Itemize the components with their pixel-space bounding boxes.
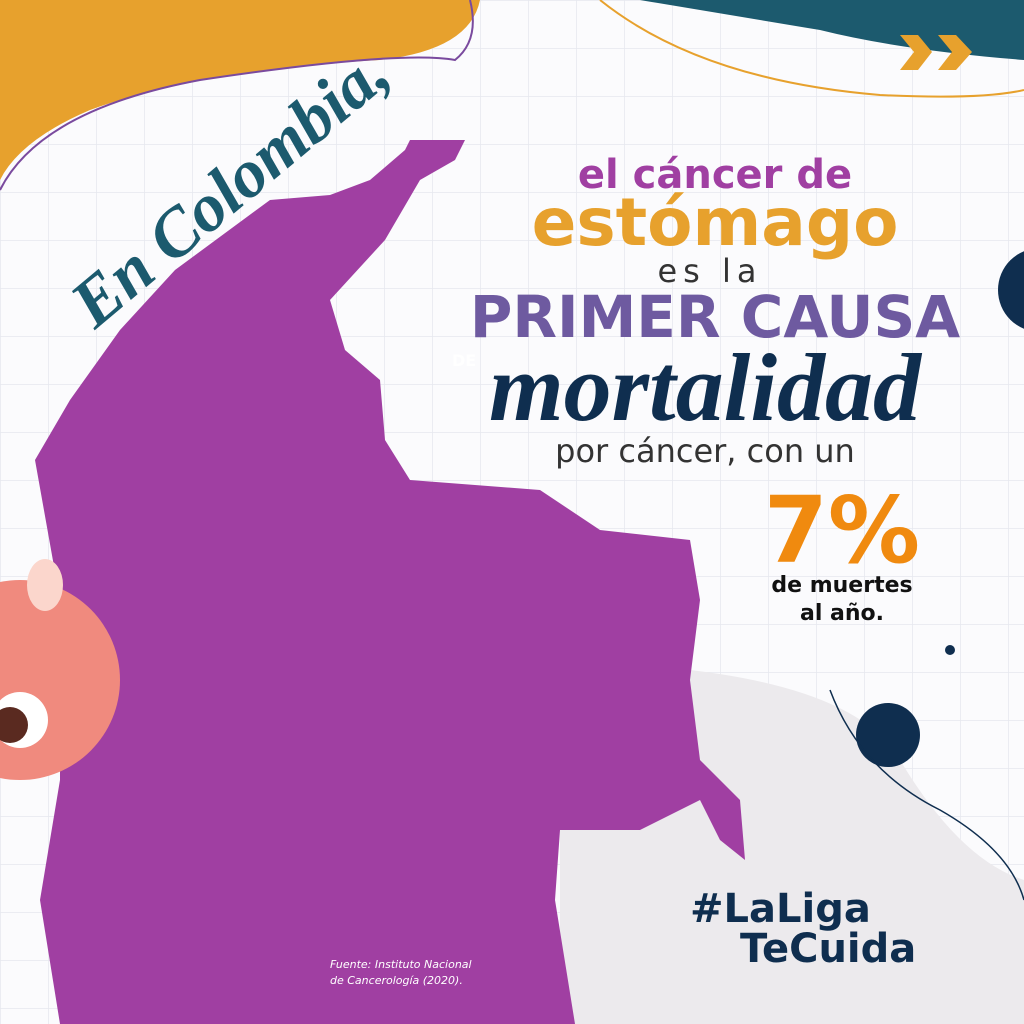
headline: por cáncer, con un [555, 432, 855, 470]
source: de Cancerología (2020). [330, 974, 463, 987]
headline: estómago [532, 184, 899, 261]
headline: es la [657, 252, 762, 290]
curve [599, 0, 1024, 98]
orange-blob [0, 0, 480, 180]
headline: PRIMER CAUSA [470, 283, 960, 351]
hashtag: TeCuida [740, 926, 916, 972]
teal-blob [640, 0, 1024, 60]
hashtag: #LaLiga [690, 886, 871, 932]
colombia-map [35, 140, 745, 1024]
arrows [900, 35, 972, 70]
stat-text: de muertes [771, 573, 912, 598]
dot [945, 645, 955, 655]
headline: el cáncer de [578, 152, 852, 198]
highlight [27, 559, 63, 611]
dot [998, 251, 1024, 329]
curve [0, 0, 474, 191]
curve [829, 689, 1024, 901]
source: Fuente: Instituto Nacional [330, 958, 472, 971]
dot [856, 703, 920, 767]
headline-prefix: DE [452, 351, 476, 370]
stat-text: al año. [800, 601, 884, 626]
pupil [0, 707, 28, 743]
headline: mortalidad [489, 334, 923, 441]
stat-figure: 7% [764, 477, 920, 584]
